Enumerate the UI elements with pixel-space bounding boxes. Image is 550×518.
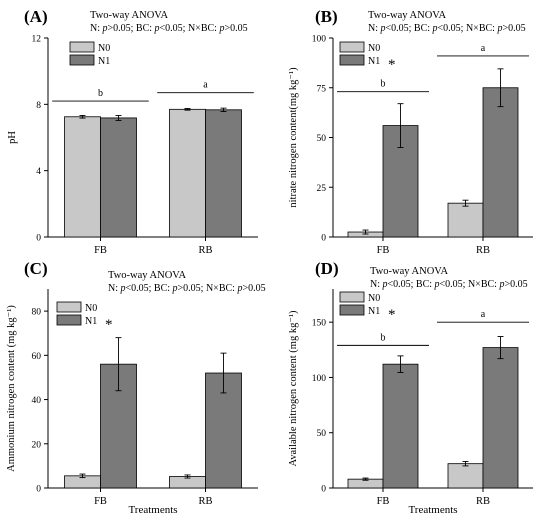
significance-star: * bbox=[105, 317, 113, 333]
y-axis-label: pH bbox=[7, 131, 18, 144]
legend-swatch-n1 bbox=[56, 314, 82, 326]
x-category-label: FB bbox=[377, 496, 390, 507]
y-tick-label: 0 bbox=[321, 485, 326, 495]
group-letter: b bbox=[381, 79, 386, 90]
legend-swatch-n0 bbox=[69, 41, 95, 53]
legend-swatch-n0 bbox=[339, 291, 365, 303]
legend-swatch-n0 bbox=[56, 301, 82, 313]
legend-swatch-n1 bbox=[339, 54, 365, 66]
legend-label-n1: N1 bbox=[368, 56, 380, 67]
y-axis-label: nitrate nitrogen content(mg kg⁻¹) bbox=[288, 67, 299, 208]
legend-label-n1: N1 bbox=[368, 306, 380, 317]
bar-n0-rb bbox=[447, 463, 484, 489]
group-letter: a bbox=[481, 43, 486, 54]
legend-label-n0: N0 bbox=[368, 43, 380, 54]
y-tick-label: 0 bbox=[36, 234, 41, 244]
x-axis-label: Treatments bbox=[128, 504, 177, 516]
y-tick-label: 25 bbox=[317, 184, 327, 194]
y-tick-label: 100 bbox=[312, 374, 327, 384]
anova-result: N: p<0.05; BC: p<0.05; N×BC: p>0.05 bbox=[370, 279, 528, 290]
panel-b: 0 25 50 75 100 FB b RB a (B) Two-way ANOVA N: p<0.0… bbox=[288, 7, 533, 256]
anova-title: Two-way ANOVA bbox=[370, 266, 449, 277]
panel-tag: (D) bbox=[315, 259, 339, 278]
significance-star: * bbox=[388, 307, 396, 323]
panel-a: 0 4 8 12 FB b RB a (A) Two-way ANOVA N: p>0.05; BC… bbox=[7, 7, 258, 256]
x-category-label: FB bbox=[94, 496, 107, 507]
anova-title: Two-way ANOVA bbox=[368, 10, 447, 21]
anova-title: Two-way ANOVA bbox=[108, 270, 187, 281]
panel-tag: (A) bbox=[24, 7, 48, 26]
anova-title: Two-way ANOVA bbox=[90, 10, 169, 21]
panel-d: 0 50 100 150 FB b RB a (D) Two-way ANOVA N: p<0.05… bbox=[288, 259, 533, 516]
legend-label-n0: N0 bbox=[98, 43, 110, 54]
anova-result: N: p<0.05; BC: p>0.05; N×BC: p>0.05 bbox=[108, 283, 266, 294]
anova-result: N: p>0.05; BC: p<0.05; N×BC: p>0.05 bbox=[90, 23, 248, 34]
x-category-label: RB bbox=[198, 245, 212, 256]
anova-result: N: p<0.05; BC: p<0.05; N×BC: p>0.05 bbox=[368, 23, 526, 34]
bar-n1-fb bbox=[100, 117, 137, 238]
legend-label-n1: N1 bbox=[98, 56, 110, 67]
bar-n0-fb bbox=[64, 116, 101, 238]
y-tick-label: 12 bbox=[32, 35, 42, 45]
x-axis-label: Treatments bbox=[408, 504, 457, 516]
bar-n1-rb bbox=[482, 87, 519, 238]
x-category-label: RB bbox=[198, 496, 212, 507]
y-tick-label: 0 bbox=[36, 485, 41, 495]
group-letter: b bbox=[98, 88, 103, 99]
panel-c: 0 20 40 60 80 FB RB (C) Two-way ANOVA N: p<0.05; … bbox=[6, 259, 266, 516]
y-tick-label: 40 bbox=[32, 396, 42, 406]
y-tick-label: 4 bbox=[36, 167, 41, 177]
y-tick-label: 80 bbox=[32, 308, 42, 318]
x-category-label: FB bbox=[94, 245, 107, 256]
y-tick-label: 150 bbox=[312, 319, 327, 329]
legend-swatch-n1 bbox=[69, 54, 95, 66]
legend-label-n0: N0 bbox=[85, 303, 97, 314]
y-tick-label: 75 bbox=[317, 84, 327, 94]
y-tick-label: 20 bbox=[32, 440, 42, 450]
panel-tag: (C) bbox=[24, 259, 48, 278]
bar-n1-fb bbox=[382, 363, 419, 489]
group-letter: b bbox=[381, 332, 386, 343]
y-tick-label: 60 bbox=[32, 352, 42, 362]
legend-label-n1: N1 bbox=[85, 316, 97, 327]
bar-n1-fb bbox=[382, 125, 419, 238]
significance-star: * bbox=[388, 57, 396, 73]
y-tick-label: 100 bbox=[312, 35, 327, 45]
y-tick-label: 0 bbox=[321, 234, 326, 244]
bar-n0-rb bbox=[447, 202, 484, 238]
group-letter: a bbox=[481, 309, 486, 320]
bar-n1-rb bbox=[482, 347, 519, 489]
x-category-label: RB bbox=[476, 496, 490, 507]
x-category-label: RB bbox=[476, 245, 490, 256]
bar-n1-rb bbox=[205, 109, 242, 238]
y-tick-label: 50 bbox=[317, 429, 327, 439]
x-category-label: FB bbox=[377, 245, 390, 256]
legend-swatch-n1 bbox=[339, 304, 365, 316]
y-axis-label: Ammonium nitrogen content (mg kg⁻¹) bbox=[6, 305, 17, 472]
y-tick-label: 8 bbox=[36, 101, 41, 111]
y-tick-label: 50 bbox=[317, 134, 327, 144]
panel-tag: (B) bbox=[315, 7, 338, 26]
legend-swatch-n0 bbox=[339, 41, 365, 53]
group-letter: a bbox=[203, 80, 208, 91]
bar-n0-rb bbox=[169, 108, 206, 238]
y-axis-label: Available nitrogen content (mg kg⁻¹) bbox=[288, 310, 299, 467]
legend-label-n0: N0 bbox=[368, 293, 380, 304]
